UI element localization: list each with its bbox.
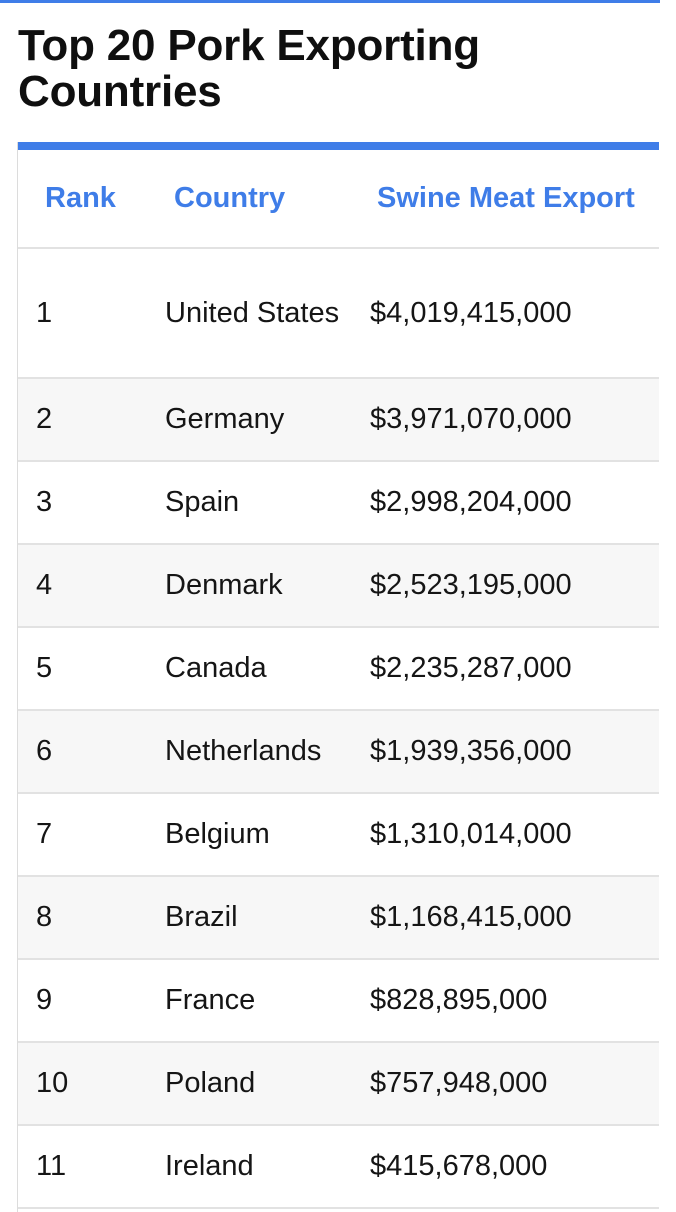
country-cell: Poland — [148, 1042, 353, 1126]
country-cell: Spain — [148, 461, 353, 545]
export-cell: $828,895,000 — [353, 959, 659, 1043]
rank-cell: 3 — [18, 461, 148, 545]
export-cell: $4,019,415,000 — [353, 248, 659, 379]
country-cell: United States — [148, 248, 353, 379]
export-cell: $2,523,195,000 — [353, 544, 659, 628]
export-table: Rank Country Swine Meat Export 1 United … — [18, 150, 659, 1209]
table-header-row: Rank Country Swine Meat Export — [18, 150, 659, 249]
country-cell: France — [148, 959, 353, 1043]
country-cell: Brazil — [148, 876, 353, 960]
country-cell: Ireland — [148, 1125, 353, 1209]
rank-cell: 8 — [18, 876, 148, 960]
export-cell: $2,998,204,000 — [353, 461, 659, 545]
rank-cell: 6 — [18, 710, 148, 794]
table-row: 6 Netherlands $1,939,356,000 — [18, 710, 659, 794]
rank-cell: 2 — [18, 378, 148, 462]
table-row: 11 Ireland $415,678,000 — [18, 1125, 659, 1209]
export-cell: $1,939,356,000 — [353, 710, 659, 794]
export-table-container: Rank Country Swine Meat Export 1 United … — [17, 142, 659, 1212]
top-accent-border — [0, 0, 660, 3]
table-row: 7 Belgium $1,310,014,000 — [18, 793, 659, 877]
rank-cell: 4 — [18, 544, 148, 628]
table-row: 5 Canada $2,235,287,000 — [18, 627, 659, 711]
export-cell: $1,310,014,000 — [353, 793, 659, 877]
table-row: 8 Brazil $1,168,415,000 — [18, 876, 659, 960]
table-accent-bar — [18, 142, 659, 150]
country-cell: Netherlands — [148, 710, 353, 794]
table-row: 3 Spain $2,998,204,000 — [18, 461, 659, 545]
rank-cell: 9 — [18, 959, 148, 1043]
table-row: 2 Germany $3,971,070,000 — [18, 378, 659, 462]
table-row: 4 Denmark $2,523,195,000 — [18, 544, 659, 628]
export-cell: $1,168,415,000 — [353, 876, 659, 960]
rank-cell: 11 — [18, 1125, 148, 1209]
page-title: Top 20 Pork Exporting Countries — [18, 21, 480, 116]
export-cell: $2,235,287,000 — [353, 627, 659, 711]
rank-cell: 7 — [18, 793, 148, 877]
table-row: 10 Poland $757,948,000 — [18, 1042, 659, 1126]
rank-cell: 10 — [18, 1042, 148, 1126]
column-header-export[interactable]: Swine Meat Export — [353, 150, 659, 249]
table-row: 9 France $828,895,000 — [18, 959, 659, 1043]
country-cell: Belgium — [148, 793, 353, 877]
export-cell: $3,971,070,000 — [353, 378, 659, 462]
country-cell: Germany — [148, 378, 353, 462]
rank-cell: 5 — [18, 627, 148, 711]
column-header-country[interactable]: Country — [148, 150, 353, 249]
country-cell: Canada — [148, 627, 353, 711]
export-cell: $757,948,000 — [353, 1042, 659, 1126]
column-header-rank[interactable]: Rank — [18, 150, 148, 249]
rank-cell: 1 — [18, 248, 148, 379]
table-row: 1 United States $4,019,415,000 — [18, 248, 659, 379]
export-cell: $415,678,000 — [353, 1125, 659, 1209]
country-cell: Denmark — [148, 544, 353, 628]
